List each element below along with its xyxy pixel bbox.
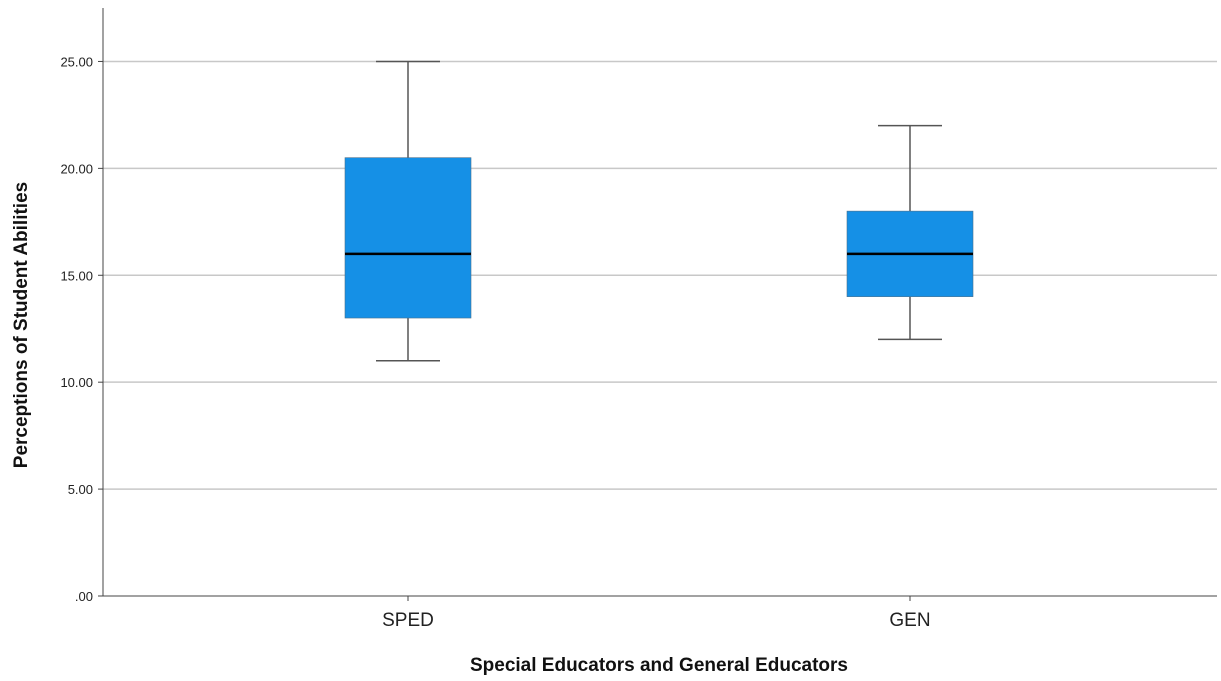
box-gen xyxy=(846,124,974,341)
x-tick-label: GEN xyxy=(889,610,930,631)
axes xyxy=(102,8,1217,597)
iqr-box xyxy=(344,157,472,319)
y-tick-label: .00 xyxy=(75,589,93,604)
box-sped xyxy=(344,60,472,362)
y-tick-label: 20.00 xyxy=(60,161,93,176)
boxes xyxy=(344,60,974,362)
x-tick-label: SPED xyxy=(382,610,434,631)
y-axis-title: Perceptions of Student Abilities xyxy=(11,182,32,468)
x-axis-title: Special Educators and General Educators xyxy=(470,655,848,676)
x-tick-labels: SPED GEN xyxy=(382,596,931,631)
y-tick-label: 15.00 xyxy=(60,268,93,283)
y-tick-labels: .00 5.00 10.00 15.00 20.00 25.00 xyxy=(60,54,103,604)
y-tick-label: 10.00 xyxy=(60,375,93,390)
y-tick-label: 25.00 xyxy=(60,54,93,69)
y-tick-label: 5.00 xyxy=(68,482,93,497)
gridlines xyxy=(103,60,1217,490)
